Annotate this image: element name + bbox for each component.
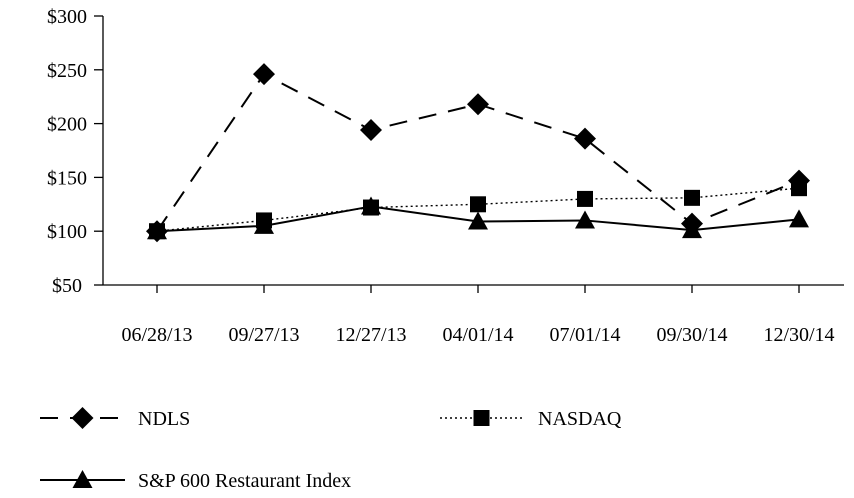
legend-marker-nasdaq: [473, 410, 490, 426]
x-tick-label: 12/27/13: [335, 324, 406, 346]
x-tick-label: 06/28/13: [121, 324, 192, 346]
y-tick-label: $150: [47, 167, 87, 189]
x-tick-label: 09/27/13: [228, 324, 299, 346]
y-tick-label: $250: [47, 60, 87, 82]
y-tick-label: $300: [47, 6, 87, 28]
data-point-nasdaq: [470, 196, 486, 213]
data-point-nasdaq: [363, 199, 379, 216]
data-point-ndls: [146, 220, 168, 243]
data-point-s-p-600-restaurant-index: [575, 210, 595, 229]
x-tick-label: 12/30/14: [763, 324, 834, 346]
y-tick-label: $50: [52, 275, 82, 297]
data-point-nasdaq: [684, 189, 700, 206]
data-point-ndls: [574, 127, 596, 150]
legend: NDLS NASDAQ S&P 600 Restaurant Index: [40, 407, 622, 492]
data-point-s-p-600-restaurant-index: [789, 209, 809, 228]
data-point-nasdaq: [577, 190, 593, 207]
x-tick-label: 09/30/14: [656, 324, 727, 346]
legend-label-s-p-600-restaurant-index: S&P 600 Restaurant Index: [138, 470, 351, 492]
data-point-nasdaq: [256, 212, 272, 229]
y-tick-label: $200: [47, 114, 87, 136]
data-point-ndls: [253, 63, 275, 86]
data-point-ndls: [788, 169, 810, 192]
data-point-ndls: [467, 93, 489, 116]
series-markers: [146, 63, 810, 243]
y-tick-label: $100: [47, 221, 87, 243]
data-point-s-p-600-restaurant-index: [468, 211, 488, 230]
legend-marker-s-p-600-restaurant-index: [72, 470, 93, 488]
x-tick-label: 04/01/14: [442, 324, 513, 346]
legend-label-ndls: NDLS: [138, 408, 190, 430]
axes: $50 $100 $150 $200 $250 $300 06/28/13 09/27/13 1…: [47, 6, 844, 346]
data-point-ndls: [360, 119, 382, 142]
data-point-ndls: [681, 212, 703, 235]
legend-marker-ndls: [71, 407, 94, 429]
legend-label-nasdaq: NASDAQ: [538, 408, 622, 430]
x-tick-label: 07/01/14: [549, 324, 620, 346]
